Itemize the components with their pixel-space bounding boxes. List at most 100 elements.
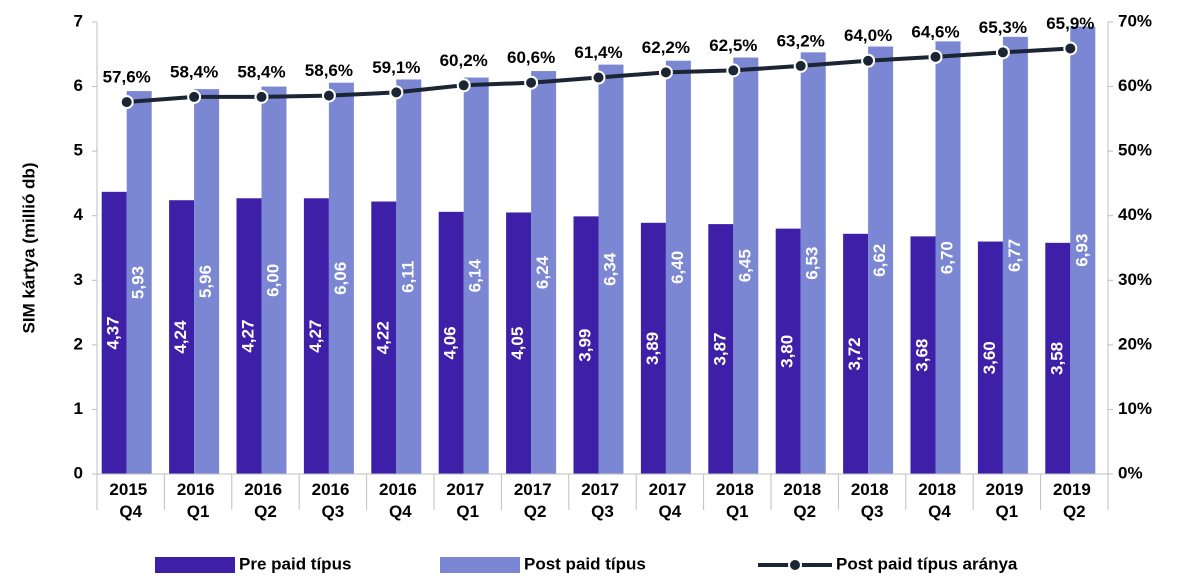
- bar: [665, 60, 691, 474]
- line-point: [861, 53, 876, 68]
- data-label: 64,0%: [844, 26, 892, 45]
- data-label: 59,1%: [372, 58, 420, 77]
- data-label: 4,37: [104, 316, 123, 349]
- data-label: 3,99: [575, 329, 594, 362]
- bar: [101, 191, 127, 474]
- data-label: 6,45: [735, 249, 754, 282]
- data-label: 62,2%: [642, 38, 690, 57]
- bar: [800, 52, 826, 474]
- bar: [1045, 242, 1071, 474]
- bar: [1070, 26, 1096, 475]
- data-label: 64,6%: [911, 22, 959, 41]
- data-label: 6,93: [1072, 234, 1091, 267]
- y-tick-label: 5: [74, 141, 83, 160]
- x-tick-label: 2019 Q1: [986, 480, 1029, 521]
- bar: [708, 224, 734, 474]
- data-label: 3,72: [845, 337, 864, 370]
- bar: [598, 64, 624, 475]
- y-axis-title: SIM kártya (millió db): [19, 163, 38, 334]
- data-label: 3,80: [778, 335, 797, 368]
- data-label: 6,34: [600, 252, 619, 286]
- x-tick-label: 2018 Q3: [851, 480, 894, 521]
- x-tick-label: 2016 Q1: [177, 480, 220, 521]
- y-tick-label: 4: [74, 205, 84, 224]
- line-point: [591, 70, 606, 85]
- line-point: [456, 78, 471, 93]
- bar: [977, 241, 1003, 474]
- data-label: 5,93: [129, 266, 148, 299]
- y-tick-label: 3: [74, 270, 83, 289]
- y2-tick-label: 60%: [1118, 76, 1152, 95]
- data-label: 3,60: [980, 341, 999, 374]
- y2-tick-label: 30%: [1118, 270, 1152, 289]
- data-label: 60,2%: [440, 51, 488, 70]
- data-label: 4,24: [171, 320, 190, 354]
- data-label: 3,68: [912, 339, 931, 372]
- data-label: 6,70: [937, 241, 956, 274]
- bar: [396, 79, 422, 475]
- y2-tick-label: 0%: [1118, 463, 1143, 482]
- data-label: 3,89: [643, 332, 662, 365]
- y2-tick-label: 10%: [1118, 399, 1152, 418]
- data-label: 6,62: [870, 244, 889, 277]
- x-tick-label: 2018 Q1: [716, 480, 759, 521]
- data-label: 58,6%: [305, 61, 353, 80]
- bar: [935, 41, 961, 474]
- bar: [531, 71, 557, 475]
- line-point: [187, 89, 202, 104]
- bar: [910, 236, 936, 474]
- line-point: [658, 65, 673, 80]
- legend-swatch: [440, 557, 520, 573]
- bar: [843, 233, 869, 474]
- bar: [236, 198, 262, 474]
- legend-label: Post paid típus: [524, 554, 646, 573]
- y-tick-label: 1: [74, 399, 83, 418]
- data-label: 65,9%: [1046, 14, 1094, 33]
- data-label: 5,96: [196, 265, 215, 298]
- bar: [126, 91, 152, 474]
- x-tick-label: 2017 Q1: [446, 480, 489, 521]
- y-tick-label: 6: [74, 76, 83, 95]
- data-label: 61,4%: [574, 43, 622, 62]
- bar: [194, 89, 220, 474]
- data-label: 63,2%: [777, 31, 825, 50]
- y2-tick-label: 40%: [1118, 205, 1152, 224]
- y2-tick-label: 20%: [1118, 334, 1152, 353]
- legend-swatch: [788, 558, 802, 572]
- data-label: 6,00: [263, 264, 282, 297]
- data-label: 62,5%: [709, 36, 757, 55]
- line-point: [389, 85, 404, 100]
- bar: [640, 222, 666, 474]
- data-label: 6,77: [1005, 239, 1024, 272]
- line-point: [254, 89, 269, 104]
- data-label: 6,14: [466, 259, 485, 293]
- data-label: 4,06: [441, 326, 460, 359]
- bar: [463, 77, 489, 474]
- legend-label: Pre paid típus: [239, 554, 351, 573]
- x-tick-label: 2018 Q2: [783, 480, 826, 521]
- data-label: 4,27: [306, 320, 325, 353]
- legend-label: Post paid típus aránya: [836, 554, 1018, 573]
- bar: [868, 46, 894, 475]
- x-tick-label: 2015 Q4: [109, 480, 152, 521]
- data-label: 3,87: [710, 333, 729, 366]
- data-label: 3,58: [1047, 342, 1066, 375]
- x-tick-label: 2017 Q2: [514, 480, 557, 521]
- line-point: [726, 63, 741, 78]
- y-tick-label: 7: [74, 11, 83, 30]
- data-label: 6,53: [803, 247, 822, 280]
- x-tick-label: 2019 Q2: [1053, 480, 1096, 521]
- bar: [438, 211, 464, 474]
- data-label: 6,24: [533, 255, 552, 289]
- bar: [303, 198, 329, 474]
- data-label: 4,27: [238, 320, 257, 353]
- y2-tick-label: 50%: [1118, 141, 1152, 160]
- line-point: [524, 75, 539, 90]
- data-label: 57,6%: [103, 68, 151, 87]
- x-tick-label: 2016 Q2: [244, 480, 287, 521]
- data-label: 58,4%: [170, 62, 218, 81]
- bar: [733, 57, 759, 475]
- y-tick-label: 2: [74, 334, 83, 353]
- bar: [261, 86, 287, 475]
